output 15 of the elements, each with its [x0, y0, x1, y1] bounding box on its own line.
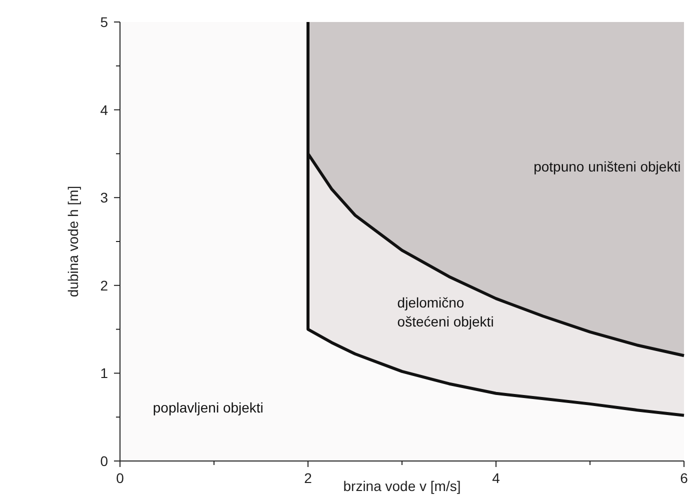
- y-tick-label: 2: [100, 277, 108, 294]
- annotation: poplavljeni objekti: [152, 400, 264, 416]
- y-tick-label: 4: [100, 102, 108, 118]
- x-axis-title: brzina vode v [m/s]: [343, 478, 461, 494]
- y-tick-label: 3: [100, 190, 108, 206]
- y-tick-label: 5: [100, 14, 108, 30]
- y-axis-title: dubina vode h [m]: [65, 186, 81, 298]
- x-tick-label: 0: [116, 470, 124, 486]
- annotation: djelomično oštećeni objekti: [397, 294, 494, 330]
- x-tick-label: 2: [304, 470, 312, 486]
- y-tick-label: 0: [100, 453, 108, 469]
- annotation: potpuno uništeni objekti: [534, 158, 681, 174]
- y-tick-label: 1: [100, 365, 108, 382]
- x-tick-label: 4: [492, 470, 500, 486]
- x-tick-label: 6: [680, 470, 688, 486]
